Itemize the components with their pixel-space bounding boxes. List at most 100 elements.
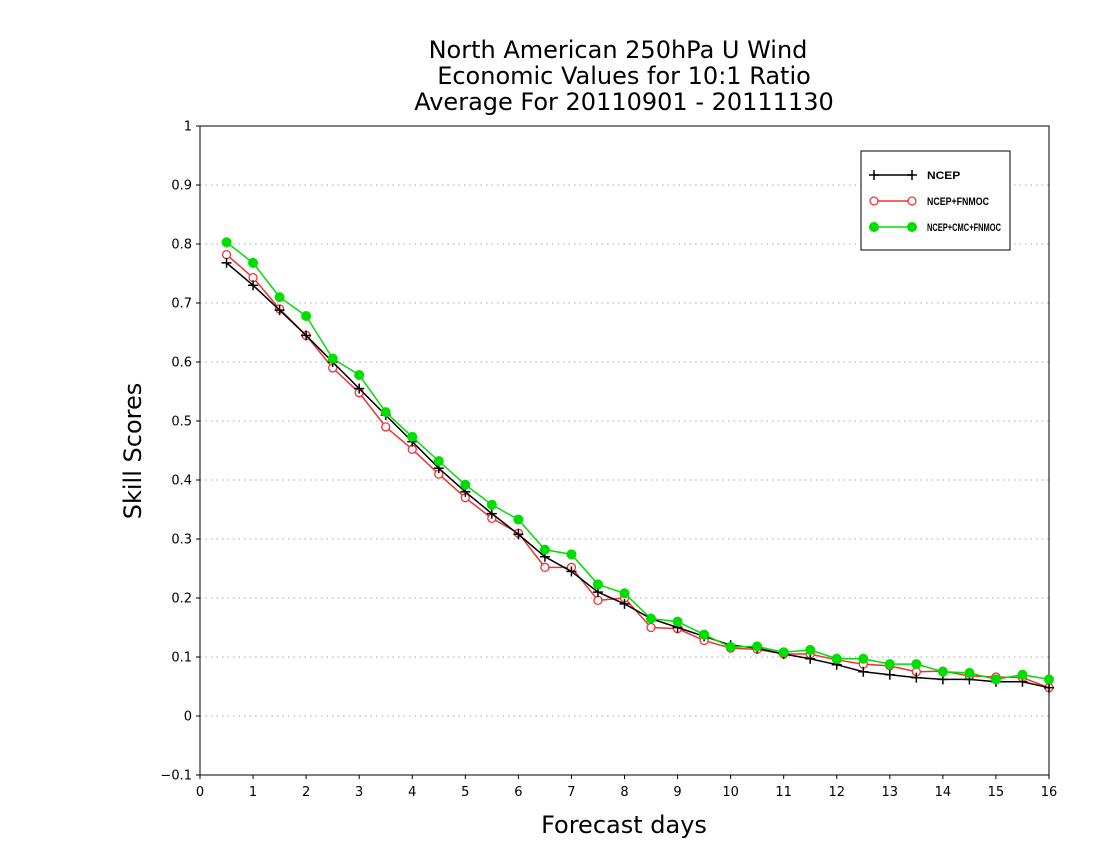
data-point xyxy=(593,595,603,606)
data-point xyxy=(964,667,975,678)
data-point xyxy=(221,237,232,248)
data-point xyxy=(858,653,869,664)
data-point xyxy=(248,280,259,291)
data-point xyxy=(513,514,524,525)
data-point xyxy=(221,257,232,268)
data-point xyxy=(778,647,789,658)
data-point xyxy=(725,641,736,652)
data-point xyxy=(274,305,285,316)
series-group xyxy=(221,237,1054,693)
data-point xyxy=(433,456,444,467)
x-tick-label: 7 xyxy=(567,785,575,800)
data-point xyxy=(937,666,948,677)
y-tick-label: 0.9 xyxy=(171,179,192,194)
legend-entry: NCEP+FNMOC xyxy=(869,196,989,208)
data-point xyxy=(592,579,603,590)
plot-frame xyxy=(199,125,1050,776)
x-tick-label: 4 xyxy=(408,785,416,800)
series-ncep-cmc-fnmoc xyxy=(221,237,1054,685)
legend-marker xyxy=(907,196,917,206)
data-point xyxy=(381,422,391,432)
data-point xyxy=(486,499,497,510)
x-tick-label: 0 xyxy=(196,785,204,800)
data-point xyxy=(274,292,285,303)
data-point xyxy=(1017,669,1028,680)
data-point xyxy=(884,669,895,680)
legend-marker xyxy=(869,170,879,180)
x-tick-label: 3 xyxy=(355,785,363,800)
data-point xyxy=(513,529,524,540)
axis-ticks: −0.100.10.20.30.40.50.60.70.80.910 1 2 3 4 5 6… xyxy=(160,120,1057,801)
data-point xyxy=(699,629,710,640)
x-tick-label: 11 xyxy=(775,785,792,800)
data-point xyxy=(539,544,550,555)
x-tick-label: 2 xyxy=(302,785,310,800)
x-tick-label: 6 xyxy=(514,785,522,800)
x-tick-label: 14 xyxy=(935,785,952,800)
y-tick-label: 0.1 xyxy=(171,651,192,666)
data-point xyxy=(221,249,232,260)
data-point xyxy=(460,479,471,490)
data-point xyxy=(672,616,683,627)
data-point xyxy=(831,653,842,664)
data-point xyxy=(752,641,763,652)
y-tick-label: 0.2 xyxy=(171,592,192,607)
data-point xyxy=(646,613,657,624)
data-point xyxy=(884,659,895,670)
x-tick-label: 8 xyxy=(620,785,628,800)
legend: NCEP NCEP+FNMOC NCEP+CMC+FNMOC xyxy=(860,150,1011,251)
data-point xyxy=(1044,674,1054,685)
data-point xyxy=(805,644,816,655)
legend-marker xyxy=(869,222,879,232)
data-point xyxy=(248,257,259,268)
data-point xyxy=(354,383,365,394)
x-tick-label: 9 xyxy=(673,785,681,800)
y-tick-label: 0.6 xyxy=(171,356,192,371)
y-tick-label: 0.8 xyxy=(171,238,192,253)
x-tick-label: 13 xyxy=(882,785,899,800)
x-axis-title: Forecast days xyxy=(541,811,707,839)
x-tick-label: 16 xyxy=(1041,785,1058,800)
data-point xyxy=(566,566,577,577)
x-tick-label: 12 xyxy=(828,785,845,800)
legend-marker xyxy=(907,222,917,232)
x-tick-label: 1 xyxy=(249,785,257,800)
data-point xyxy=(486,508,497,519)
data-point xyxy=(301,310,312,321)
y-tick-label: 0.5 xyxy=(171,415,192,430)
y-axis-title: Skill Scores xyxy=(119,383,147,520)
y-tick-label: 0.7 xyxy=(171,297,192,312)
chart-title-line-2: Economic Values for 10:1 Ratio xyxy=(437,62,811,90)
y-tick-label: 0.4 xyxy=(171,474,192,489)
data-point xyxy=(540,562,550,572)
y-tick-label: 0.3 xyxy=(171,533,192,548)
data-point xyxy=(911,659,922,670)
data-point xyxy=(990,674,1001,685)
legend-entry: NCEP xyxy=(869,170,960,182)
data-point xyxy=(858,666,869,677)
legend-label: NCEP+FNMOC xyxy=(927,196,989,208)
data-point xyxy=(301,330,312,341)
legend-label: NCEP+CMC+FNMOC xyxy=(927,222,1001,234)
chart-title-line-1: North American 250hPa U Wind xyxy=(429,36,808,64)
y-tick-label: −0.1 xyxy=(160,769,192,784)
x-tick-label: 5 xyxy=(461,785,469,800)
legend-marker xyxy=(907,170,917,180)
data-point xyxy=(619,598,630,609)
data-point xyxy=(327,353,338,364)
x-tick-label: 15 xyxy=(988,785,1005,800)
x-tick-label: 10 xyxy=(722,785,739,800)
data-point xyxy=(619,588,630,599)
data-point xyxy=(646,622,656,633)
y-tick-label: 1 xyxy=(184,120,192,135)
data-point xyxy=(380,407,391,418)
data-point xyxy=(407,431,418,442)
data-point xyxy=(354,369,365,380)
y-tick-label: 0 xyxy=(184,710,192,725)
legend-entry: NCEP+CMC+FNMOC xyxy=(869,222,1001,234)
chart-title-line-3: Average For 20110901 - 20111130 xyxy=(414,88,834,116)
legend-marker xyxy=(869,196,879,206)
legend-label: NCEP xyxy=(927,170,960,182)
